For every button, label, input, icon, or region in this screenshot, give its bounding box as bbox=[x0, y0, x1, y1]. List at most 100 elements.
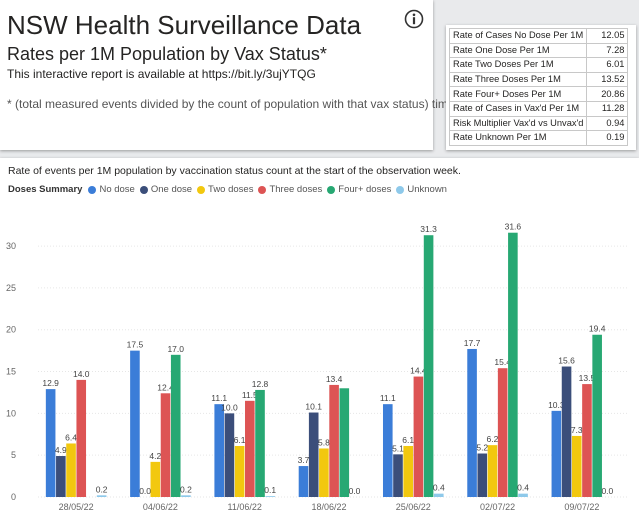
bar[interactable] bbox=[150, 461, 161, 497]
data-label: 12.9 bbox=[42, 378, 59, 388]
bar[interactable] bbox=[561, 366, 572, 497]
data-label: 0.4 bbox=[517, 483, 529, 493]
bar[interactable] bbox=[382, 404, 393, 497]
report-link[interactable]: https://bit.ly/3ujYTQG bbox=[201, 67, 316, 81]
bar[interactable] bbox=[308, 412, 319, 497]
data-label: 31.6 bbox=[505, 222, 522, 232]
y-tick-label: 25 bbox=[6, 283, 16, 293]
stats-label: Risk Multiplier Vax'd vs Unvax'd bbox=[448, 115, 588, 132]
bar[interactable] bbox=[487, 445, 498, 497]
bar[interactable] bbox=[571, 435, 582, 497]
bar[interactable] bbox=[224, 413, 235, 497]
data-label: 12.8 bbox=[252, 379, 269, 389]
data-label: 11.5 bbox=[242, 390, 258, 400]
stats-label: Rate Three Doses Per 1M bbox=[448, 71, 588, 88]
stats-value: 20.86 bbox=[586, 86, 629, 102]
data-label: 5.2 bbox=[476, 443, 488, 453]
bar[interactable] bbox=[339, 388, 350, 497]
stats-label: Rate Four+ Doses Per 1M bbox=[448, 86, 588, 102]
data-label: 6.1 bbox=[234, 435, 246, 445]
data-label: 0.0 bbox=[601, 486, 613, 496]
bar[interactable] bbox=[423, 235, 434, 497]
x-tick-label: 09/07/22 bbox=[564, 502, 599, 512]
bar[interactable] bbox=[433, 493, 444, 497]
stats-value: 6.01 bbox=[586, 57, 629, 73]
stats-label: Rate Unknown Per 1M bbox=[448, 130, 588, 146]
bar[interactable] bbox=[160, 393, 171, 497]
data-label: 6.1 bbox=[402, 435, 414, 445]
stats-value: 13.52 bbox=[586, 71, 629, 88]
chart-card: Rate of events per 1M population by vacc… bbox=[0, 158, 639, 527]
legend-item[interactable]: No dose bbox=[88, 184, 135, 195]
bar[interactable] bbox=[582, 384, 592, 497]
bar[interactable] bbox=[467, 348, 477, 497]
bar[interactable] bbox=[592, 334, 602, 497]
bar[interactable] bbox=[497, 368, 508, 497]
bar[interactable] bbox=[170, 354, 181, 497]
stats-value: 11.28 bbox=[586, 100, 629, 117]
bar[interactable] bbox=[477, 453, 488, 497]
bar[interactable] bbox=[56, 456, 66, 497]
info-icon[interactable] bbox=[404, 9, 424, 29]
stats-value: 12.05 bbox=[586, 28, 629, 44]
data-label: 0.4 bbox=[433, 483, 445, 493]
bar[interactable] bbox=[245, 400, 255, 497]
stats-label: Rate of Cases No Dose Per 1M bbox=[448, 28, 588, 44]
legend-title: Doses Summary bbox=[8, 184, 83, 195]
data-label: 15.4 bbox=[494, 357, 511, 367]
data-label: 4.2 bbox=[149, 451, 161, 461]
data-label: 15.6 bbox=[558, 356, 575, 366]
stats-row: Rate Four+ Doses Per 1M 20.86 bbox=[448, 86, 629, 102]
data-label: 13.4 bbox=[326, 374, 343, 384]
bar[interactable] bbox=[393, 454, 403, 497]
stats-row: Rate One Dose Per 1M 7.28 bbox=[448, 42, 629, 59]
availability-note: This interactive report is available at … bbox=[7, 67, 316, 81]
bar[interactable] bbox=[518, 493, 528, 497]
report-header-card: NSW Health Surveillance Data Rates per 1… bbox=[0, 0, 481, 150]
legend-dot-icon bbox=[88, 185, 97, 194]
bar[interactable] bbox=[403, 445, 413, 497]
legend-label: Three doses bbox=[269, 184, 323, 195]
bar[interactable] bbox=[508, 232, 518, 497]
bar[interactable] bbox=[255, 389, 265, 497]
stats-row: Rate Two Doses Per 1M 6.01 bbox=[448, 57, 629, 73]
availability-prefix: This interactive report is available at bbox=[7, 67, 202, 81]
y-tick-label: 30 bbox=[6, 241, 16, 251]
x-tick-label: 18/06/22 bbox=[311, 502, 346, 512]
legend-item[interactable]: Four+ doses bbox=[327, 184, 391, 195]
data-label: 12.4 bbox=[157, 382, 174, 392]
bar[interactable] bbox=[298, 466, 309, 497]
data-label: 0.0 bbox=[349, 486, 361, 496]
bar[interactable] bbox=[181, 495, 191, 497]
bar[interactable] bbox=[76, 379, 87, 497]
stats-row: Rate of Cases No Dose Per 1M 12.05 bbox=[448, 28, 629, 44]
data-label: 5.8 bbox=[318, 437, 330, 447]
bar[interactable] bbox=[66, 443, 76, 497]
bar[interactable] bbox=[413, 376, 424, 497]
legend-item[interactable]: Three doses bbox=[258, 184, 322, 195]
legend-label: One dose bbox=[150, 184, 193, 195]
x-tick-label: 02/07/22 bbox=[480, 502, 515, 512]
stats-value: 0.94 bbox=[586, 115, 629, 132]
bar[interactable] bbox=[45, 389, 56, 497]
bar[interactable] bbox=[96, 495, 107, 497]
bar[interactable] bbox=[329, 384, 339, 497]
legend-item[interactable]: One dose bbox=[139, 184, 193, 195]
bar[interactable] bbox=[214, 404, 225, 497]
page-subtitle: Rates per 1M Population by Vax Status* bbox=[7, 44, 327, 64]
y-tick-label: 20 bbox=[6, 325, 16, 335]
legend-item[interactable]: Unknown bbox=[396, 184, 447, 195]
legend-label: Four+ doses bbox=[338, 184, 392, 195]
stats-value: 7.28 bbox=[586, 42, 629, 59]
legend-dot-icon bbox=[139, 185, 148, 194]
bar[interactable] bbox=[130, 350, 140, 497]
bar[interactable] bbox=[234, 445, 245, 497]
x-tick-label: 28/05/22 bbox=[59, 502, 94, 512]
bar[interactable] bbox=[551, 410, 562, 497]
data-label: 10.1 bbox=[305, 402, 322, 412]
bar[interactable] bbox=[319, 448, 329, 497]
data-label: 0.2 bbox=[180, 484, 192, 494]
bar[interactable] bbox=[265, 496, 276, 497]
legend-item[interactable]: Two doses bbox=[197, 184, 253, 195]
y-tick-label: 5 bbox=[11, 450, 16, 460]
